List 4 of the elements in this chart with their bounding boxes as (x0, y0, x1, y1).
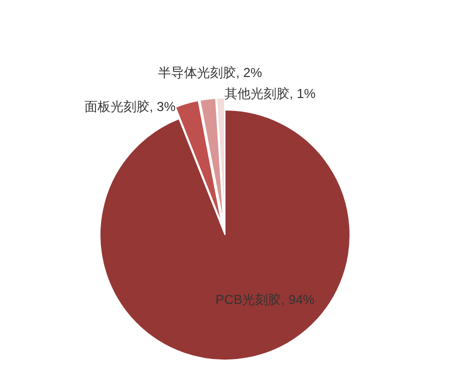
slice-label: PCB光刻胶, 94% (216, 292, 315, 307)
slice-label: 面板光刻胶, 3% (84, 99, 176, 114)
slice-label: 半导体光刻胶, 2% (158, 65, 262, 80)
slice-label: 其他光刻胶, 1% (224, 86, 316, 101)
